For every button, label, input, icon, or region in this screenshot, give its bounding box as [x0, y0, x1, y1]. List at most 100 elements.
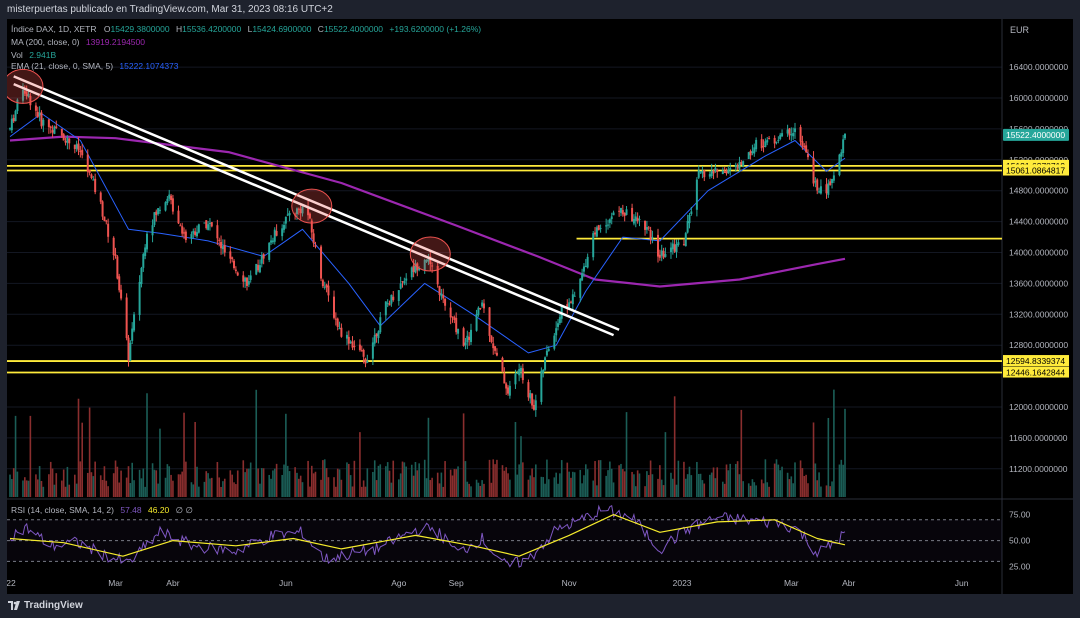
candle-body [699, 171, 702, 173]
volume-bar [101, 479, 104, 497]
volume-bar [844, 408, 846, 497]
candle-body [468, 336, 471, 340]
publisher-bar: misterpuertas publicado en TradingView.c… [0, 0, 1080, 18]
volume-bar [503, 470, 506, 497]
candle-body [812, 157, 815, 184]
svg-text:RSI (14, close, SMA, 14, 2): RSI (14, close, SMA, 14, 2) 57.48 46.20 … [11, 505, 193, 515]
price-tick-label: 14400.0000000 [1009, 217, 1068, 227]
candle-body [321, 280, 324, 287]
candle-body [573, 295, 576, 297]
volume-bar [455, 469, 457, 497]
candle-body [571, 294, 574, 305]
volume-bar [138, 469, 141, 497]
candle-body [338, 328, 341, 330]
candle-body [197, 224, 200, 233]
volume-bar [684, 478, 687, 497]
volume-bar [257, 468, 259, 497]
candle-body [842, 139, 845, 154]
volume-bar [9, 474, 11, 497]
candle-body [29, 95, 32, 106]
candle-body [323, 286, 326, 288]
candle-body [649, 229, 652, 240]
legend-o-value: 15429.3800000 [111, 24, 170, 34]
volume-bar [755, 485, 757, 497]
candle-body [736, 167, 739, 169]
volume-bar [268, 474, 271, 497]
legend-c-value: 15522.4000000 [324, 24, 383, 34]
candle-body [768, 138, 771, 140]
volume-bar [507, 473, 509, 497]
volume-bar [410, 464, 413, 497]
legend-c-label: C [318, 24, 324, 34]
candle-body [440, 293, 443, 297]
candle-body [258, 265, 261, 273]
price-tick-label: 11600.0000000 [1009, 433, 1068, 443]
candle-body [366, 360, 369, 363]
candle-body [223, 245, 226, 253]
volume-bar [262, 468, 265, 497]
volume-bar [260, 468, 263, 497]
candle-body [806, 154, 809, 158]
volume-bar [62, 469, 65, 497]
candle-body [288, 213, 291, 216]
time-tick-label: 2022 [7, 578, 16, 588]
volume-bar [442, 486, 445, 497]
volume-bar [86, 472, 89, 497]
candle-body [168, 194, 171, 199]
candle-body [345, 334, 348, 339]
volume-bar [483, 483, 485, 497]
candle-body [429, 256, 432, 265]
candle-body [205, 220, 208, 229]
candle-body [658, 254, 661, 258]
candle-body [234, 269, 237, 272]
candle-body [260, 255, 263, 264]
candle-body [375, 333, 378, 337]
level-tag-bg [1003, 164, 1069, 176]
volume-bar [833, 389, 835, 497]
candle-body [762, 145, 765, 147]
volume-bar [296, 472, 298, 497]
candle-body [427, 257, 430, 262]
trendlines [13, 75, 620, 337]
candle-body [638, 219, 641, 221]
candle-body [101, 201, 104, 217]
candle-body [727, 169, 730, 174]
volume-bar [429, 480, 432, 497]
volume-bar [738, 474, 741, 497]
candle-body [599, 228, 602, 230]
volume-bar [74, 474, 76, 497]
candle-body [738, 161, 741, 169]
volume-bar [127, 466, 130, 497]
candle-body [608, 219, 611, 223]
candle-body [203, 222, 206, 224]
volume-bar [401, 461, 404, 497]
volume-bar [281, 474, 283, 497]
candle-body [155, 211, 158, 215]
volume-bar [729, 463, 732, 497]
volume-bar [623, 471, 626, 497]
volume-bar [584, 464, 587, 497]
volume-bar [688, 466, 691, 497]
candle-body [660, 250, 663, 256]
candle-body [844, 133, 846, 139]
volume-bar [440, 472, 443, 497]
volume-bar [379, 464, 382, 497]
volume-bar [781, 466, 783, 497]
candle-body [405, 278, 408, 281]
volume-bar [820, 486, 822, 497]
volume-bar [255, 389, 258, 497]
volume-bar [185, 461, 187, 497]
candle-body [455, 317, 458, 333]
volume-bar [229, 470, 232, 497]
chart-svg[interactable]: 16400.000000016000.000000015600.00000001… [7, 19, 1073, 594]
time-tick-label: Sep [449, 578, 464, 588]
candle-body [47, 119, 50, 127]
candle-body [753, 147, 756, 154]
candle-body [384, 301, 387, 316]
candle-body [475, 313, 478, 331]
chart-area[interactable]: 16400.000000016000.000000015600.00000001… [7, 19, 1073, 594]
candle-body [527, 382, 530, 398]
time-tick-label: Nov [562, 578, 578, 588]
candle-body [651, 236, 654, 239]
volume-bar [142, 468, 145, 497]
